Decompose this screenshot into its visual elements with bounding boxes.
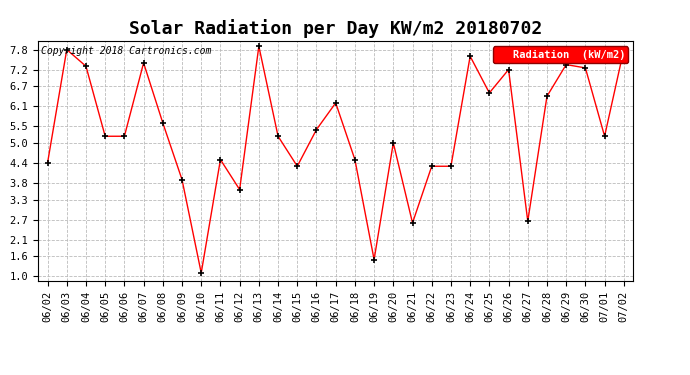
Text: Copyright 2018 Cartronics.com: Copyright 2018 Cartronics.com (41, 46, 211, 56)
Legend: Radiation  (kW/m2): Radiation (kW/m2) (493, 46, 628, 63)
Title: Solar Radiation per Day KW/m2 20180702: Solar Radiation per Day KW/m2 20180702 (129, 20, 542, 38)
